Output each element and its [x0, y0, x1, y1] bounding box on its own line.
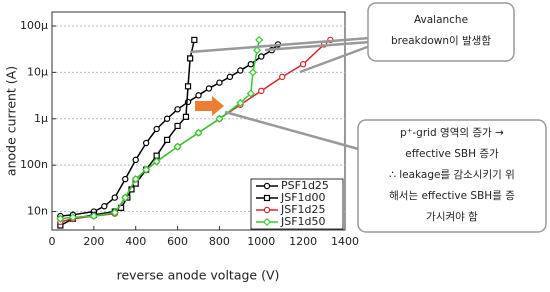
callout-box: [357, 119, 547, 233]
y-axis-label: anode current (A): [4, 66, 19, 176]
callout-box: [367, 2, 515, 62]
marker: [191, 36, 198, 44]
y-tick-label: 10µ: [27, 65, 48, 78]
x-tick-label: 1200: [289, 235, 317, 248]
marker: [174, 122, 181, 130]
marker: [263, 206, 271, 214]
marker: [122, 175, 129, 183]
marker: [184, 83, 192, 90]
x-tick-label: 800: [209, 235, 230, 248]
marker: [205, 85, 213, 92]
arrow: [195, 96, 224, 116]
callout-lines: [189, 36, 371, 152]
annotation-text: ∴ leakage를 감소시키기 위: [389, 168, 515, 181]
marker: [111, 194, 118, 201]
marker: [89, 211, 98, 221]
marker: [194, 128, 203, 137]
marker: [110, 208, 119, 217]
x-tick-label: 1000: [247, 235, 275, 248]
marker: [56, 214, 65, 223]
marker: [215, 114, 224, 123]
grid: [51, 25, 346, 230]
annotations: Avalanche breakdown이 발생함 p⁺-grid 영역의 증가 → e…: [389, 14, 515, 223]
marker: [142, 139, 150, 147]
x-tick-label: 600: [167, 235, 188, 248]
marker: [173, 142, 182, 151]
marker: [152, 157, 161, 166]
legend-label: JSF1d25: [280, 203, 326, 216]
marker: [195, 92, 202, 99]
marker: [258, 53, 265, 60]
x-tick-label: 200: [83, 235, 104, 248]
annotation-text: Avalanche: [414, 14, 468, 26]
marker: [164, 136, 171, 144]
marker: [299, 60, 307, 68]
marker: [131, 175, 140, 184]
legend-label: JSF1d00: [280, 191, 326, 204]
marker: [68, 213, 77, 222]
series-line: [60, 39, 196, 227]
annotation-text: effective SBH 증가: [405, 148, 499, 160]
marker: [132, 156, 139, 164]
marker: [174, 106, 181, 113]
y-tick-label: 100µ: [20, 19, 48, 32]
series-line: [60, 39, 260, 220]
marker: [246, 89, 255, 98]
marker: [247, 60, 255, 68]
legend-label: JSF1d50: [280, 215, 326, 228]
marker: [187, 55, 194, 62]
marker: [226, 73, 234, 81]
x-tick-label: 400: [125, 235, 146, 248]
marker: [253, 46, 262, 55]
y-tick-label: 10n: [27, 205, 48, 218]
series-layer: [56, 35, 334, 229]
marker: [142, 165, 151, 174]
marker: [236, 98, 245, 107]
x-tick-label: 1400: [331, 235, 359, 248]
marker: [216, 79, 223, 86]
annotation-text: 가시켜야 함: [426, 210, 478, 223]
annotation-text: 해서는 effective SBH를 증: [389, 189, 515, 202]
marker: [263, 182, 271, 190]
y-tick-label: 1µ: [34, 112, 48, 125]
marker: [237, 67, 244, 74]
annotation-text: breakdown이 발생함: [391, 35, 491, 47]
marker: [121, 193, 130, 202]
x-axis-label: reverse anode voltage (V): [117, 268, 280, 283]
y-tick-label: 100n: [20, 158, 48, 171]
marker: [255, 35, 264, 44]
marker: [163, 115, 171, 122]
marker: [182, 113, 190, 120]
legend-label: PSF1d25: [281, 179, 329, 192]
marker: [262, 217, 272, 227]
marker: [263, 194, 271, 202]
marker: [153, 125, 160, 133]
marker: [248, 68, 257, 77]
annotation-text: p⁺-grid 영역의 증가 →: [400, 127, 504, 139]
marker: [279, 73, 286, 81]
marker: [258, 87, 265, 95]
marker: [101, 203, 108, 210]
x-tick-label: 0: [49, 235, 56, 248]
